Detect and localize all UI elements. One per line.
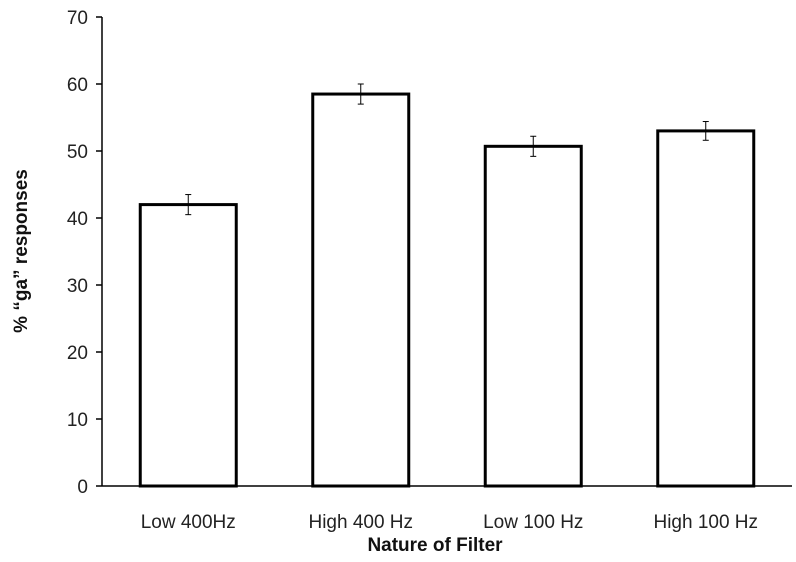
x-tick-label: High 400 Hz (308, 512, 413, 533)
bar (138, 203, 238, 488)
y-tick-label: 70 (67, 8, 88, 29)
bar (483, 144, 583, 488)
y-tick-label: 10 (67, 410, 88, 431)
bar (656, 129, 756, 488)
x-axis-title: Nature of Filter (367, 535, 503, 556)
bar (311, 92, 411, 488)
y-tick-label: 60 (67, 75, 88, 96)
y-tick-label: 50 (67, 142, 88, 163)
y-tick-label: 30 (67, 276, 88, 297)
y-axis-title: % “ga” responses (11, 169, 32, 333)
y-tick-label: 0 (77, 477, 88, 498)
y-tick-label: 20 (67, 343, 88, 364)
x-tick-label: High 100 Hz (653, 512, 758, 533)
x-tick-label: Low 400Hz (141, 512, 236, 533)
y-tick-label: 40 (67, 209, 88, 230)
x-tick-label: Low 100 Hz (483, 512, 583, 533)
plot-area: 0 10 20 30 40 50 60 70 Low 400Hz High 400 Hz Low 1… (67, 8, 792, 533)
